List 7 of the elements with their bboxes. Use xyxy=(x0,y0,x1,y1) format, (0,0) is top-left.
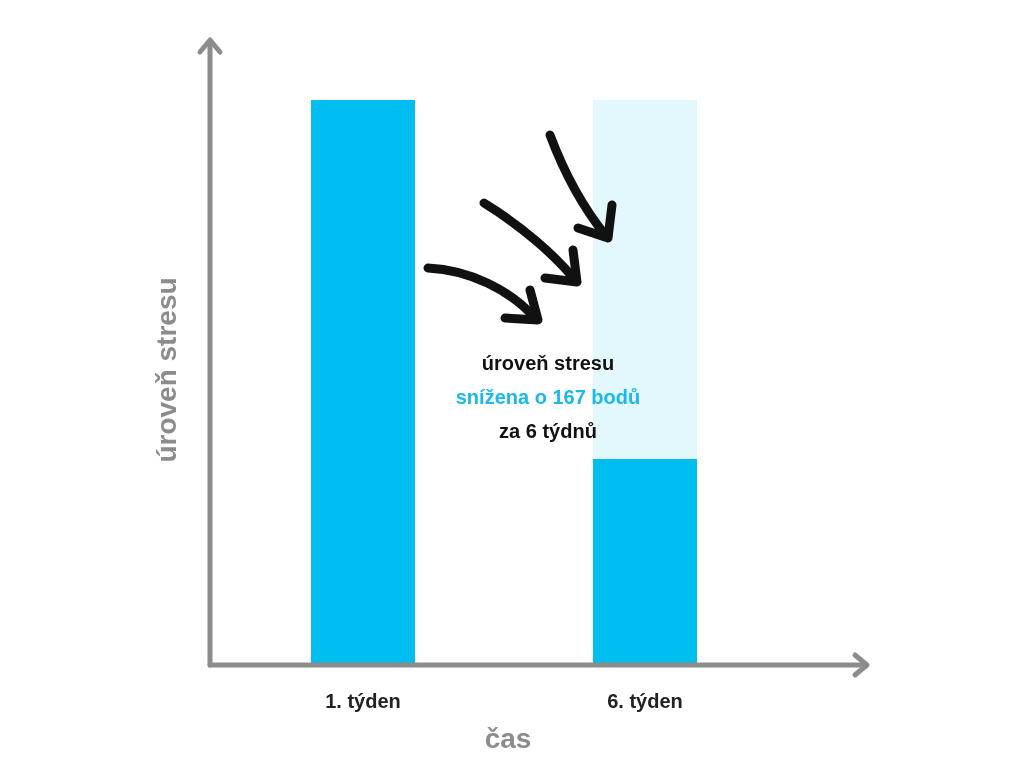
x-tick-label: 1. týden xyxy=(325,690,401,712)
y-axis-title: úroveň stresu xyxy=(151,277,182,463)
annotation: snížena o 167 bodů xyxy=(455,386,641,408)
annotation: za 6 týdnů xyxy=(499,420,597,442)
x-axis-title: čas xyxy=(484,723,532,754)
annotation: úroveň stresu xyxy=(481,352,615,374)
x-tick-label: 6. týden xyxy=(607,690,683,712)
